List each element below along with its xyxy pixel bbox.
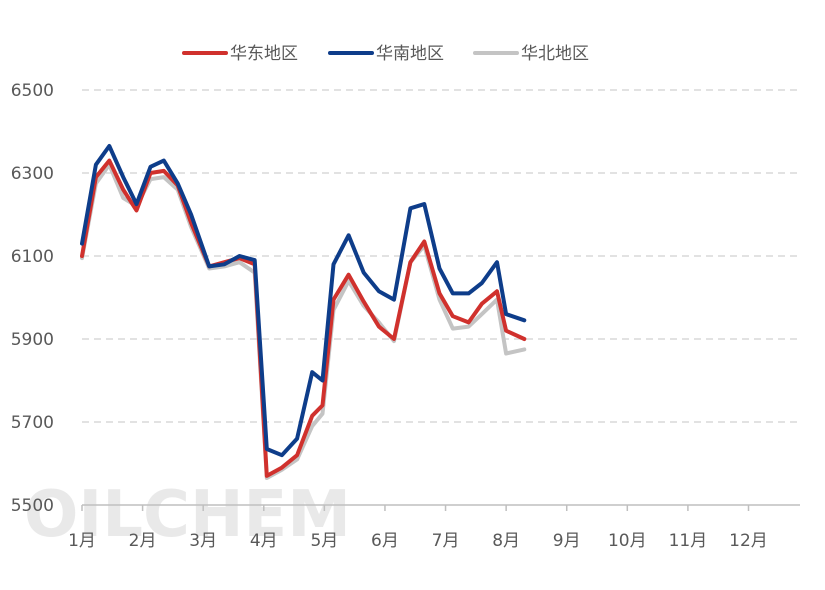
x-tick-label: 2月: [129, 531, 157, 551]
y-tick-label: 5500: [11, 496, 54, 516]
y-tick-label: 6100: [11, 247, 54, 267]
axes: 5500 5700 5900 6100 6300 6500 1月 2月 3月 4月 5月 6月 7月 8月…: [11, 81, 800, 551]
legend-label: 华北地区: [521, 44, 589, 64]
legend-label: 华南地区: [376, 44, 444, 64]
series-line-3: [80, 162, 527, 480]
x-tick-label: 10月: [608, 531, 647, 551]
series-line-2: [80, 144, 527, 458]
series-lines: [80, 144, 527, 480]
x-tick-label: 1月: [68, 531, 96, 551]
y-tick-label: 6500: [11, 81, 54, 101]
x-tick-label: 4月: [250, 531, 278, 551]
legend: 华东地区 华南地区 华北地区: [182, 44, 589, 64]
x-tick-label: 8月: [492, 531, 520, 551]
x-tick-label: 9月: [553, 531, 581, 551]
oilchem-watermark: OILCHEM: [24, 478, 351, 552]
x-tick-label: 6月: [371, 531, 399, 551]
x-tick-label: 7月: [432, 531, 460, 551]
x-tick-label: 3月: [189, 531, 217, 551]
series-line-1: [80, 158, 527, 478]
y-tick-label: 5900: [11, 330, 54, 350]
x-tick-label: 11月: [669, 531, 708, 551]
x-tick-label: 12月: [729, 531, 768, 551]
x-tick-label: 5月: [310, 531, 338, 551]
gridlines: [82, 89, 800, 423]
y-tick-label: 6300: [11, 164, 54, 184]
y-tick-label: 5700: [11, 413, 54, 433]
legend-label: 华东地区: [230, 44, 298, 64]
